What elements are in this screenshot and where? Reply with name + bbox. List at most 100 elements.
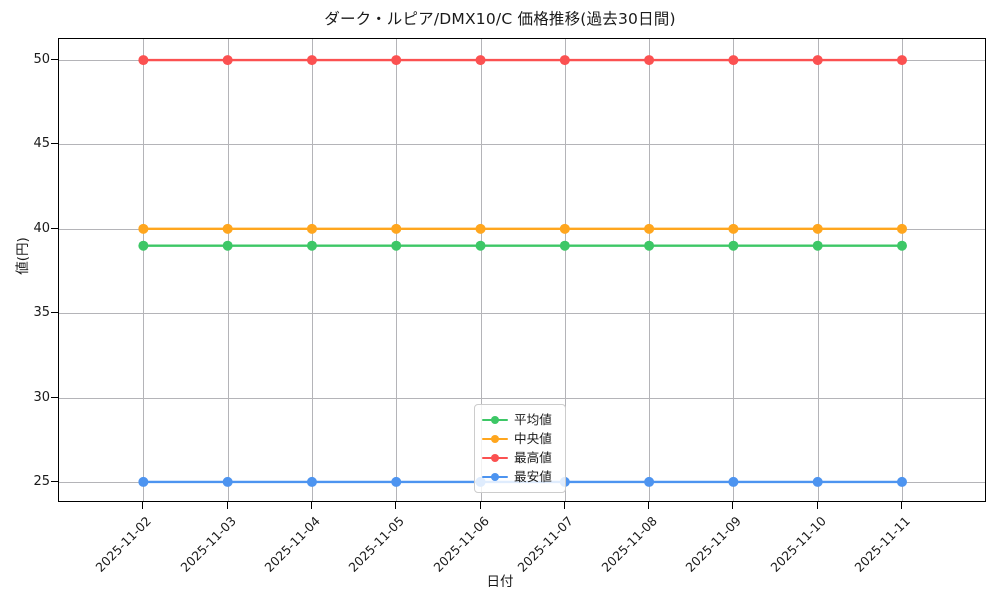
data-point-marker xyxy=(138,55,149,66)
data-point-marker xyxy=(138,240,149,251)
y-axis-tick-mark xyxy=(51,227,58,229)
data-point-marker xyxy=(475,55,486,66)
x-axis-tick-label: 2025-11-04 xyxy=(261,513,323,575)
gridline-vertical xyxy=(227,39,229,501)
legend-item-2[interactable]: 中央値 xyxy=(482,429,558,448)
y-axis-tick-label: 25 xyxy=(33,473,50,489)
y-axis-tick-label: 30 xyxy=(33,389,50,405)
data-point-marker xyxy=(644,55,655,66)
y-axis-tick-mark xyxy=(51,480,58,482)
chart-title: ダーク・ルピア/DMX10/C 価格推移(過去30日間) xyxy=(324,10,676,28)
y-axis-tick-labels: 25 30 35 40 45 50 xyxy=(0,0,50,600)
data-point-marker xyxy=(896,240,907,251)
gridline-vertical xyxy=(649,39,651,501)
y-axis-tick-label: 40 xyxy=(33,220,50,236)
legend-item-4[interactable]: 最安値 xyxy=(482,467,558,486)
data-point-marker xyxy=(306,55,317,66)
gridline-horizontal xyxy=(59,313,985,315)
gridline-vertical xyxy=(564,39,566,501)
data-point-marker xyxy=(896,223,907,234)
legend-swatch-icon xyxy=(482,433,508,445)
legend-label: 平均値 xyxy=(514,412,552,427)
legend-label: 最安値 xyxy=(514,469,552,484)
data-point-marker xyxy=(644,223,655,234)
data-point-marker xyxy=(896,476,907,487)
data-point-marker xyxy=(812,223,823,234)
legend-item-1[interactable]: 平均値 xyxy=(482,410,558,429)
y-axis-tick-label: 45 xyxy=(33,136,50,152)
series-3 xyxy=(138,55,907,66)
data-point-marker xyxy=(728,476,739,487)
x-axis-tick-label: 2025-11-03 xyxy=(177,513,239,575)
series-2 xyxy=(138,223,907,234)
data-point-marker xyxy=(222,476,233,487)
y-axis-tick-mark xyxy=(51,59,58,61)
data-point-marker xyxy=(138,476,149,487)
legend-swatch-icon xyxy=(482,452,508,464)
data-point-marker xyxy=(896,55,907,66)
data-point-marker xyxy=(138,223,149,234)
gridline-vertical xyxy=(311,39,313,501)
y-axis-tick-mark xyxy=(51,396,58,398)
data-point-marker xyxy=(728,55,739,66)
legend-label: 最高値 xyxy=(514,450,552,465)
gridline-vertical xyxy=(817,39,819,501)
gridline-vertical xyxy=(143,39,145,501)
data-point-marker xyxy=(728,223,739,234)
chart-legend[interactable]: 平均値中央値最高値最安値 xyxy=(474,404,566,493)
x-axis-tick-label: 2025-11-02 xyxy=(92,513,155,575)
x-axis-tick-label: 2025-11-07 xyxy=(514,513,576,575)
data-point-marker xyxy=(644,476,655,487)
y-axis-tick-label: 35 xyxy=(33,305,50,321)
data-point-marker xyxy=(728,240,739,251)
x-axis-tick-mark xyxy=(395,502,397,509)
data-point-marker xyxy=(644,240,655,251)
data-point-marker xyxy=(475,240,486,251)
y-axis-tick-mark xyxy=(51,143,58,145)
x-axis-tick-label: 2025-11-05 xyxy=(345,513,408,575)
x-axis-tick-label: 2025-11-11 xyxy=(851,513,913,575)
data-point-marker xyxy=(559,223,570,234)
x-axis-tick-mark xyxy=(900,502,902,509)
data-point-marker xyxy=(222,55,233,66)
x-axis-tick-label: 2025-11-06 xyxy=(429,513,492,575)
x-axis-tick-label: 2025-11-10 xyxy=(767,513,829,575)
x-axis-tick-label: 2025-11-08 xyxy=(598,513,661,575)
y-axis-tick-label: 50 xyxy=(33,52,50,68)
data-point-marker xyxy=(391,55,402,66)
legend-label: 中央値 xyxy=(514,431,552,446)
y-axis-label: 値(円) xyxy=(15,237,31,275)
data-point-marker xyxy=(391,240,402,251)
x-axis-tick-mark xyxy=(310,502,312,509)
gridline-vertical xyxy=(396,39,398,501)
data-point-marker xyxy=(222,240,233,251)
data-point-marker xyxy=(812,240,823,251)
gridline-vertical xyxy=(901,39,903,501)
gridline-horizontal xyxy=(59,397,985,399)
x-axis-tick-mark xyxy=(479,502,481,509)
x-axis-tick-mark xyxy=(816,502,818,509)
x-axis-tick-mark xyxy=(648,502,650,509)
data-point-marker xyxy=(559,240,570,251)
x-axis-label: 日付 xyxy=(486,574,514,590)
data-point-marker xyxy=(306,223,317,234)
x-axis-tick-mark xyxy=(226,502,228,509)
x-axis-tick-mark xyxy=(563,502,565,509)
data-point-marker xyxy=(812,55,823,66)
legend-swatch-icon xyxy=(482,471,508,483)
legend-swatch-icon xyxy=(482,414,508,426)
y-axis-tick-mark xyxy=(51,312,58,314)
data-point-marker xyxy=(559,55,570,66)
data-point-marker xyxy=(812,476,823,487)
data-point-marker xyxy=(306,476,317,487)
data-point-marker xyxy=(391,223,402,234)
x-axis-tick-mark xyxy=(142,502,144,509)
x-axis-tick-mark xyxy=(732,502,734,509)
legend-item-3[interactable]: 最高値 xyxy=(482,448,558,467)
series-1 xyxy=(138,240,907,251)
x-axis-tick-label: 2025-11-09 xyxy=(682,513,745,575)
data-point-marker xyxy=(222,223,233,234)
gridline-horizontal xyxy=(59,144,985,146)
gridline-vertical xyxy=(733,39,735,501)
